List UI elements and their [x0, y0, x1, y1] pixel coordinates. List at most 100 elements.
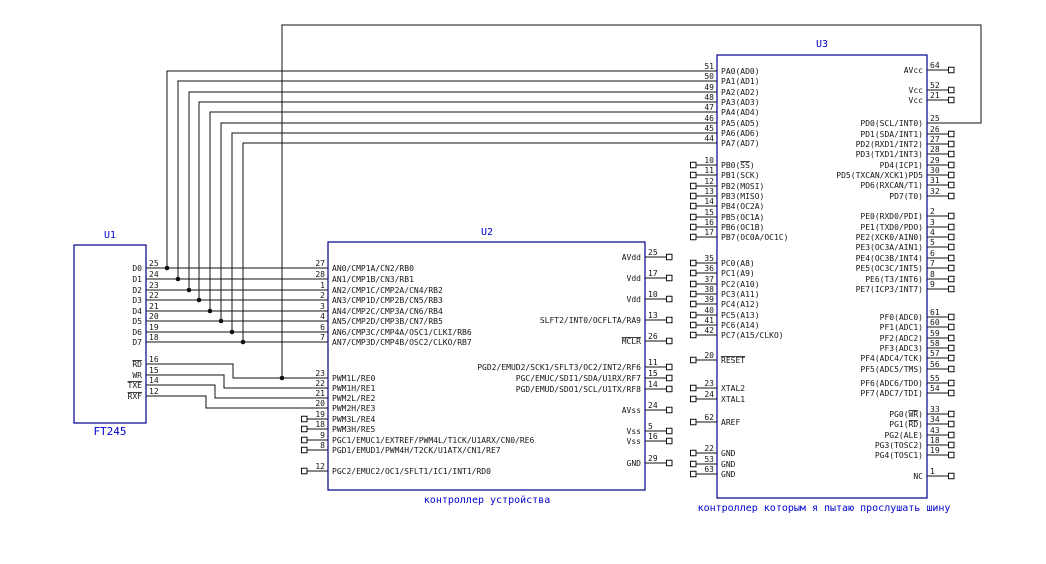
unconnected-square	[948, 313, 955, 321]
pin-number: 1	[320, 281, 325, 290]
pin-number: 2	[320, 291, 325, 300]
junction-dot	[196, 297, 202, 303]
unconnected-square	[301, 436, 308, 444]
pin-number: 54	[930, 384, 940, 393]
pin-name: PF3(ADC3)	[880, 344, 923, 353]
pin-name: PB2(MOSI)	[721, 182, 764, 191]
unconnected-square	[666, 274, 673, 282]
unconnected-square	[666, 459, 673, 467]
pin-name: PD1(SDA/INT1)	[860, 130, 923, 139]
pin-number: 40	[704, 306, 714, 315]
pin-number: 23	[315, 369, 325, 378]
pin-number: 3	[320, 302, 325, 311]
pin-number: 10	[704, 156, 714, 165]
pin-number: 25	[648, 248, 658, 257]
pin-name: PA7(AD7)	[721, 139, 760, 148]
pin-name: PE2(XCK0/AIN0)	[856, 233, 923, 242]
pin-name: GND	[721, 470, 736, 479]
junction-dot	[207, 308, 213, 314]
pin-name: Vcc	[909, 86, 924, 95]
pin-name: PD7(T0)	[889, 192, 923, 201]
pin-name: PD3(TXD1/INT3)	[856, 150, 923, 159]
unconnected-square	[948, 264, 955, 272]
unconnected-square	[690, 356, 697, 364]
wire-wr	[146, 374, 328, 389]
unconnected-square	[948, 192, 955, 200]
junction-dot	[218, 318, 224, 324]
unconnected-square	[690, 269, 697, 277]
pin-name: PC1(A9)	[721, 269, 755, 278]
pin-number: 45	[704, 124, 714, 133]
pin-number: 15	[704, 208, 714, 217]
pin-name: PA1(AD1)	[721, 77, 760, 86]
pin-number: 21	[930, 91, 940, 100]
pin-number: 15	[648, 369, 658, 378]
pin-name: PE0(RXD0/PDI)	[860, 212, 923, 221]
pin-name: PB6(OC1B)	[721, 223, 764, 232]
pin-number: 6	[930, 249, 935, 258]
pin-name: Vss	[627, 437, 642, 446]
unconnected-square	[690, 280, 697, 288]
chip-ref-u1: U1	[103, 230, 117, 241]
unconnected-square	[948, 365, 955, 373]
pin-number: 24	[149, 270, 159, 279]
pin-name: D5	[132, 317, 142, 326]
unconnected-square	[666, 253, 673, 261]
pin-name: PGD1/EMUD1/PWM4H/T2CK/U1ATX/CN1/RE7	[332, 446, 501, 455]
pin-number: 26	[930, 125, 940, 134]
pin-name: PG4(TOSC1)	[875, 451, 923, 460]
unconnected-square	[948, 161, 955, 169]
pin-name: PGC1/EMUC1/EXTREF/PWM4L/T1CK/U1ARX/CN0/R…	[332, 436, 534, 445]
pin-name: SLFT2/INT0/OCFLTA/RA9	[540, 316, 641, 325]
unconnected-square	[690, 213, 697, 221]
pin-number: 12	[315, 462, 325, 471]
pin-number: 22	[704, 444, 714, 453]
unconnected-square	[948, 344, 955, 352]
pin-number: 23	[704, 379, 714, 388]
pin-name: PB3(MISO)	[721, 192, 764, 201]
pin-number: 11	[648, 358, 658, 367]
unconnected-square	[690, 192, 697, 200]
pin-number: 27	[930, 135, 940, 144]
pin-name: RD	[132, 360, 142, 369]
unconnected-square	[690, 202, 697, 210]
wire-d7-to-u3	[242, 142, 717, 342]
pin-name: PG0(WR)	[889, 410, 923, 419]
pin-name: PE1(TXD0/PDO)	[860, 223, 923, 232]
pin-number: 9	[930, 280, 935, 289]
pin-number: 51	[704, 62, 714, 71]
pin-number: 21	[315, 389, 325, 398]
pin-number: 16	[648, 432, 658, 441]
unconnected-square	[666, 427, 673, 435]
pin-number: 20	[315, 399, 325, 408]
unconnected-square	[948, 223, 955, 231]
pin-name: PD5(TXCAN/XCK1)PD5	[836, 171, 923, 180]
pin-number: 61	[930, 308, 940, 317]
unconnected-square	[301, 425, 308, 433]
pin-number: 5	[930, 238, 935, 247]
pin-number: 28	[930, 145, 940, 154]
unconnected-square	[948, 334, 955, 342]
unconnected-square	[690, 449, 697, 457]
pin-name: PD2(RXD1/INT2)	[856, 140, 923, 149]
chip-value-ft245: FT245	[93, 425, 127, 438]
pin-number: 41	[704, 316, 714, 325]
chip-ref-u2: U2	[480, 227, 494, 238]
pin-number: 25	[930, 114, 940, 123]
wire-d0-to-u3	[166, 70, 717, 268]
unconnected-square	[948, 431, 955, 439]
pin-number: 18	[315, 420, 325, 429]
pin-name: AN1/CMP1B/CN3/RB1	[332, 275, 414, 284]
pin-name: AN0/CMP1A/CN2/RB0	[332, 264, 414, 273]
pin-number: 46	[704, 114, 714, 123]
unconnected-square	[690, 300, 697, 308]
pin-name: PC4(A12)	[721, 300, 760, 309]
pin-number: 47	[704, 103, 714, 112]
unconnected-square	[948, 275, 955, 283]
pin-number: 44	[704, 134, 714, 143]
unconnected-square	[948, 323, 955, 331]
unconnected-square	[948, 410, 955, 418]
unconnected-square	[690, 460, 697, 468]
wire-d1-to-u3	[177, 80, 717, 279]
